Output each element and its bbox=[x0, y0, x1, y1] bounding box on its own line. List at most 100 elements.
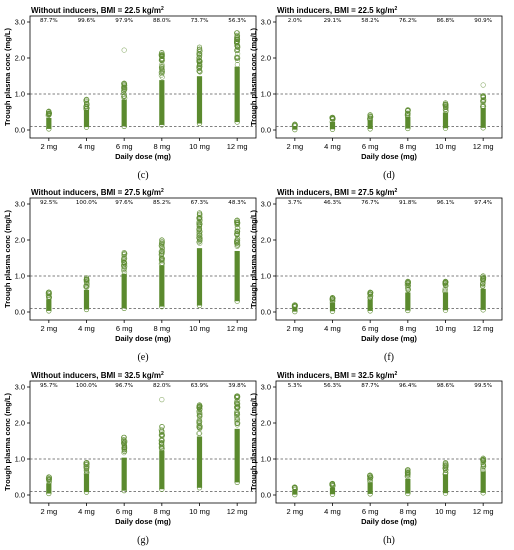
x-tick-label: 4 mg bbox=[78, 324, 95, 333]
data-point bbox=[480, 281, 486, 287]
data-point bbox=[197, 425, 203, 431]
x-tick-label: 8 mg bbox=[399, 324, 416, 333]
data-point bbox=[479, 104, 486, 110]
y-tick-label: 0.0 bbox=[15, 491, 25, 500]
data-point bbox=[158, 261, 164, 267]
dose-column-2 bbox=[121, 99, 127, 127]
data-point bbox=[234, 411, 240, 417]
x-tick-label: 10 mg bbox=[435, 324, 456, 333]
data-point bbox=[197, 68, 203, 74]
data-point bbox=[159, 240, 165, 247]
panel-title: Without inducers, BMI = 27.5 kg/m2 bbox=[31, 188, 164, 197]
panel-g: Without inducers, BMI = 32.5 kg/m2 0.0 1.0… bbox=[3, 371, 257, 546]
data-point bbox=[480, 283, 486, 289]
percent-label: 87.7% bbox=[361, 383, 379, 389]
percent-label: 76.7% bbox=[361, 200, 379, 206]
x-tick-label: 10 mg bbox=[435, 142, 456, 151]
percent-label: 58.2% bbox=[361, 18, 379, 24]
y-tick-label: 1.0 bbox=[261, 272, 271, 281]
data-point-max bbox=[234, 217, 240, 223]
x-tick-label: 4 mg bbox=[324, 324, 341, 333]
data-point-max bbox=[292, 121, 298, 127]
data-point bbox=[121, 266, 127, 272]
y-tick-label: 0.0 bbox=[261, 126, 271, 135]
data-point-max bbox=[196, 44, 203, 50]
x-tick-label: 2 mg bbox=[40, 507, 57, 516]
data-point-max bbox=[480, 93, 486, 99]
data-point bbox=[197, 59, 203, 65]
data-point bbox=[196, 51, 202, 57]
data-point bbox=[442, 104, 449, 110]
data-point bbox=[196, 57, 202, 63]
data-point bbox=[196, 413, 202, 419]
data-point bbox=[234, 236, 241, 242]
panel-title: With inducers, BMI = 32.5 kg/m2 bbox=[277, 371, 398, 380]
data-point bbox=[367, 291, 373, 297]
dose-column-0 bbox=[46, 483, 52, 494]
x-tick-label: 4 mg bbox=[324, 507, 341, 516]
y-tick-label: 2.0 bbox=[15, 419, 25, 428]
x-axis-label: Daily dose (mg) bbox=[361, 517, 417, 526]
data-point bbox=[196, 61, 203, 67]
percent-label: 88.0% bbox=[153, 18, 171, 24]
panel-title: Without inducers, BMI = 22.5 kg/m2 bbox=[31, 6, 164, 15]
data-point bbox=[121, 91, 127, 97]
panel-title: With inducers, BMI = 22.5 kg/m2 bbox=[277, 6, 398, 15]
data-point bbox=[329, 119, 335, 125]
x-tick-label: 6 mg bbox=[362, 142, 379, 151]
data-point bbox=[159, 443, 165, 449]
percent-label: 87.7% bbox=[40, 18, 58, 24]
dose-column-3 bbox=[159, 450, 165, 490]
dose-column-4 bbox=[442, 474, 449, 494]
data-point-max bbox=[405, 107, 411, 113]
data-point bbox=[121, 269, 128, 275]
x-tick-label: 2 mg bbox=[286, 324, 303, 333]
data-point bbox=[234, 400, 240, 406]
data-point bbox=[158, 437, 164, 444]
data-point bbox=[122, 251, 128, 257]
panel-caption: (g) bbox=[137, 535, 149, 546]
data-point-max bbox=[234, 30, 240, 36]
data-point bbox=[442, 465, 448, 471]
x-tick-label: 2 mg bbox=[286, 142, 303, 151]
data-point bbox=[234, 40, 240, 46]
data-point bbox=[405, 282, 411, 289]
y-tick-label: 0.0 bbox=[261, 491, 271, 500]
data-point bbox=[234, 410, 240, 416]
x-tick-label: 10 mg bbox=[189, 507, 210, 516]
data-point bbox=[197, 409, 203, 416]
data-point bbox=[405, 474, 411, 480]
data-point-min bbox=[329, 126, 336, 132]
percent-label: 92.5% bbox=[40, 200, 58, 206]
y-tick-label: 0.0 bbox=[261, 308, 271, 317]
data-point bbox=[159, 433, 165, 439]
data-point bbox=[159, 258, 165, 264]
data-point bbox=[45, 111, 51, 117]
data-point bbox=[197, 430, 203, 436]
data-point bbox=[158, 441, 164, 447]
data-point-max bbox=[405, 467, 411, 473]
data-point bbox=[234, 34, 240, 40]
y-axis-label: Trough plasma conc (mg/L) bbox=[249, 393, 258, 491]
dose-column-2 bbox=[367, 482, 373, 494]
data-point bbox=[367, 293, 373, 300]
x-tick-label: 6 mg bbox=[116, 142, 133, 151]
x-tick-label: 8 mg bbox=[399, 507, 416, 516]
percent-label: 5.3% bbox=[288, 383, 302, 389]
percent-label: 29.1% bbox=[324, 18, 342, 24]
panel-f: With inducers, BMI = 27.5 kg/m2 0.0 1.0 2.0… bbox=[249, 188, 503, 363]
data-point bbox=[121, 87, 127, 94]
data-point-max bbox=[83, 460, 90, 466]
panel-caption: (f) bbox=[384, 352, 394, 363]
data-point-max bbox=[159, 424, 165, 430]
panel-title-superscript: 2 bbox=[395, 371, 398, 377]
panel-title: With inducers, BMI = 27.5 kg/m2 bbox=[277, 188, 398, 197]
x-tick-label: 6 mg bbox=[362, 324, 379, 333]
data-point-min bbox=[480, 125, 486, 131]
data-point bbox=[234, 394, 240, 401]
x-axis-label: Daily dose (mg) bbox=[115, 517, 171, 526]
data-point bbox=[158, 243, 164, 249]
dose-column-1 bbox=[329, 121, 336, 130]
data-point-max bbox=[234, 393, 240, 399]
